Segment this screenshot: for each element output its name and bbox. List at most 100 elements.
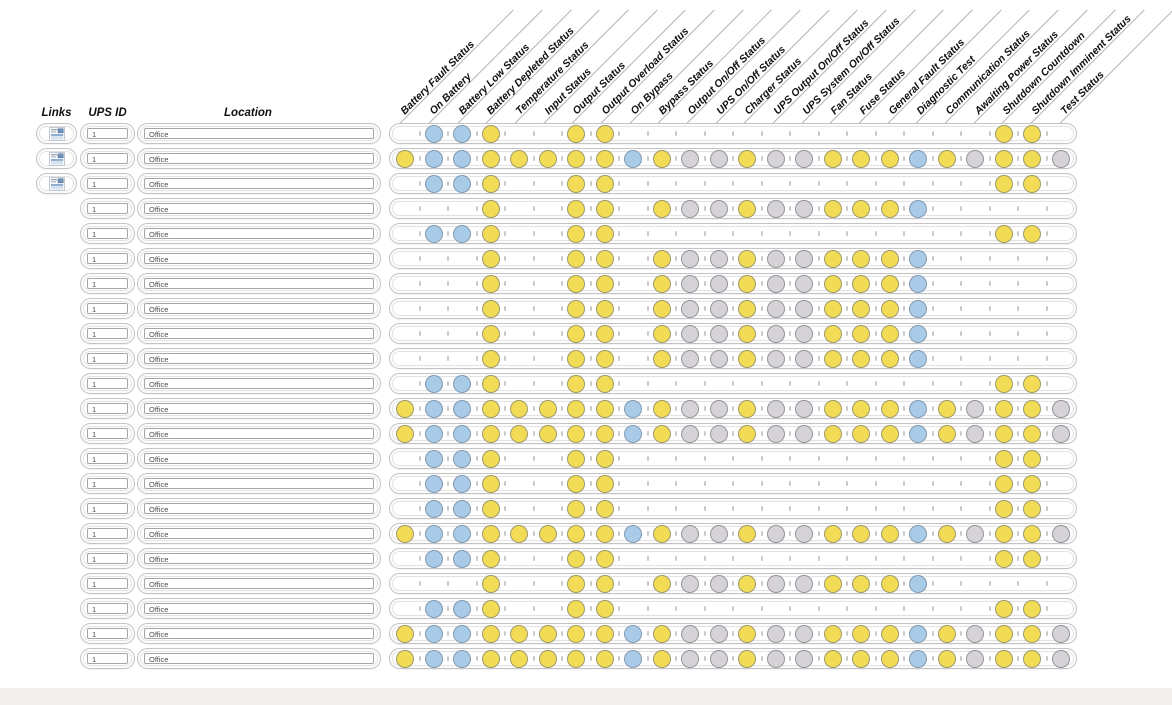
status-row [389,373,1077,394]
report-icon [48,176,65,191]
status-slot-fuse-status [847,600,876,617]
status-slot-battery-low-status [448,399,477,418]
status-slot-output-status [562,449,591,468]
gray-status-indicator [966,624,985,643]
status-slot-shutdown-countdown [990,424,1019,443]
ups-link-button[interactable] [36,173,77,194]
location-input[interactable]: Office [144,578,374,589]
location-input[interactable]: Office [144,478,374,489]
ups-id-input[interactable]: 1 [87,328,128,339]
location-input[interactable]: Office [144,553,374,564]
location-input[interactable]: Office [144,278,374,289]
location-input[interactable]: Office [144,228,374,239]
ups-id-input[interactable]: 1 [87,353,128,364]
location-input[interactable]: Office [144,353,374,364]
blue-status-indicator [424,524,443,543]
status-slot-output-on-off-status [676,424,705,443]
yellow-status-indicator [994,174,1013,193]
ups-id-input[interactable]: 1 [87,253,128,264]
status-row [389,598,1077,619]
ups-id-input[interactable]: 1 [87,553,128,564]
location-input[interactable]: Office [144,203,374,214]
status-slot-fan-status [819,199,848,218]
status-slot-ups-output-on-off-status [762,299,791,318]
ups-id-input[interactable]: 1 [87,228,128,239]
ups-id-input[interactable]: 1 [87,128,128,139]
status-slot-charger-status [733,149,762,168]
ups-id-input[interactable]: 1 [87,203,128,214]
status-slot-shutdown-countdown [990,149,1019,168]
location-input[interactable]: Office [144,128,374,139]
ups-link-button[interactable] [36,148,77,169]
status-slot-fuse-status [847,399,876,418]
location-input[interactable]: Office [144,503,374,514]
status-slot-battery-fault-status [391,225,420,242]
location-input[interactable]: Office [144,528,374,539]
status-slot-fuse-status [847,550,876,567]
status-slot-temperature-status [505,649,534,668]
location-input[interactable]: Office [144,628,374,639]
location-input[interactable]: Office [144,178,374,189]
ups-id-input[interactable]: 1 [87,653,128,664]
status-slot-bypass-status [648,125,677,142]
ups-id-input[interactable]: 1 [87,603,128,614]
ups-id-input[interactable]: 1 [87,528,128,539]
status-slot-battery-depleted-status [477,524,506,543]
ups-id-input[interactable]: 1 [87,503,128,514]
location-input[interactable]: Office [144,453,374,464]
status-slot-on-battery [420,649,449,668]
yellow-status-indicator [1023,149,1042,168]
ups-id-input[interactable]: 1 [87,278,128,289]
ups-id-input[interactable]: 1 [87,303,128,314]
yellow-status-indicator [652,199,671,218]
location-input[interactable]: Office [144,653,374,664]
location-field: Office [137,348,381,369]
status-slot-battery-fault-status [391,424,420,443]
yellow-status-indicator [1023,524,1042,543]
status-slot-output-overload-status [591,374,620,393]
status-slot-shutdown-imminent-status [1018,599,1047,618]
ups-id-input[interactable]: 1 [87,453,128,464]
ups-id-input[interactable]: 1 [87,578,128,589]
yellow-status-indicator [852,349,871,368]
status-slot-charger-status [733,399,762,418]
status-slot-battery-fault-status [391,550,420,567]
ups-id-input[interactable]: 1 [87,628,128,639]
status-slot-battery-fault-status [391,450,420,467]
yellow-status-indicator [595,249,614,268]
location-input[interactable]: Office [144,328,374,339]
location-input[interactable]: Office [144,303,374,314]
status-slot-battery-fault-status [391,624,420,643]
gray-status-indicator [795,349,814,368]
status-slot-shutdown-imminent-status [1018,250,1047,267]
gray-status-indicator [681,199,700,218]
ups-link-button[interactable] [36,123,77,144]
ups-row: 1 Office [0,548,1172,569]
ups-id-input[interactable]: 1 [87,378,128,389]
location-input[interactable]: Office [144,428,374,439]
location-input[interactable]: Office [144,603,374,614]
location-input[interactable]: Office [144,153,374,164]
yellow-status-indicator [510,649,529,668]
ups-id-input[interactable]: 1 [87,178,128,189]
status-slot-bypass-status [648,175,677,192]
location-input[interactable]: Office [144,403,374,414]
status-row [389,273,1077,294]
ups-id-input[interactable]: 1 [87,478,128,489]
ups-id-input[interactable]: 1 [87,153,128,164]
gray-status-indicator [766,424,785,443]
status-slot-charger-status [733,500,762,517]
ups-id-input[interactable]: 1 [87,428,128,439]
status-slot-shutdown-countdown [990,224,1019,243]
status-slot-shutdown-imminent-status [1018,149,1047,168]
ups-id-input[interactable]: 1 [87,403,128,414]
status-slot-ups-on-off-status [705,475,734,492]
yellow-status-indicator [567,349,586,368]
status-slot-diagnostic-test [904,475,933,492]
status-slot-output-status [562,299,591,318]
gray-status-indicator [795,324,814,343]
location-input[interactable]: Office [144,253,374,264]
location-input[interactable]: Office [144,378,374,389]
status-slot-input-status [534,225,563,242]
gray-status-indicator [766,624,785,643]
